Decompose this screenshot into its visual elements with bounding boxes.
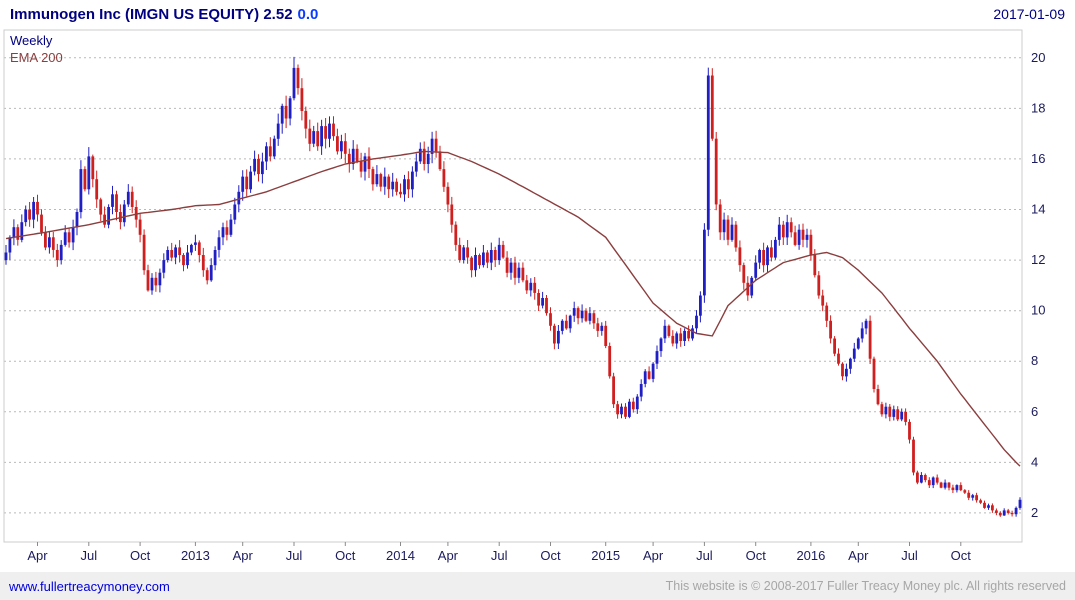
page-title: Immunogen Inc (IMGN US EQUITY) 2.52 0.0 [10,6,318,23]
legend-timeframe: Weekly [10,33,53,48]
svg-text:Oct: Oct [540,548,561,563]
svg-text:Oct: Oct [746,548,767,563]
svg-text:4: 4 [1031,454,1038,469]
price-chart: 2 4 6 8 10 12 14 16 18 20 Apr Jul Oct 2013 Apr Jul Oct 20… [3,29,1045,563]
svg-text:Jul: Jul [80,548,97,563]
svg-text:14: 14 [1031,202,1045,217]
change-value: 0.0 [297,5,319,23]
site-link[interactable]: www.fullertreacymoney.com [9,578,170,594]
svg-text:Apr: Apr [848,548,869,563]
svg-text:2: 2 [1031,505,1038,520]
copyright-text: This website is © 2008-2017 Fuller Treac… [665,579,1066,593]
plot-frame [3,29,1023,543]
svg-text:8: 8 [1031,353,1038,368]
svg-text:20: 20 [1031,50,1045,65]
y-axis-labels: 2 4 6 8 10 12 14 16 18 20 [1031,50,1045,520]
svg-text:2016: 2016 [796,548,825,563]
svg-text:2013: 2013 [181,548,210,563]
svg-text:Apr: Apr [233,548,254,563]
svg-text:Jul: Jul [696,548,713,563]
svg-text:2014: 2014 [386,548,415,563]
svg-text:2015: 2015 [591,548,620,563]
svg-text:Apr: Apr [27,548,48,563]
instrument-title: Immunogen Inc (IMGN US EQUITY) 2.52 [10,5,293,23]
svg-text:12: 12 [1031,252,1045,267]
svg-text:Jul: Jul [286,548,303,563]
svg-text:18: 18 [1031,100,1045,115]
x-axis-labels: Apr Jul Oct 2013 Apr Jul Oct 2014 Apr Jul Oct 2015 A… [27,542,971,563]
ema-200-line [5,150,1021,467]
chart-legend: Weekly EMA 200 [10,32,63,66]
footer-bar: www.fullertreacymoney.com This website i… [0,572,1075,600]
svg-text:Oct: Oct [951,548,972,563]
svg-text:Jul: Jul [901,548,918,563]
svg-text:10: 10 [1031,303,1045,318]
svg-text:16: 16 [1031,151,1045,166]
chart-date: 2017-01-09 [993,6,1065,22]
svg-text:Oct: Oct [335,548,356,563]
chart-header: Immunogen Inc (IMGN US EQUITY) 2.52 0.0 2… [0,0,1075,28]
svg-text:Jul: Jul [491,548,508,563]
svg-text:Oct: Oct [130,548,151,563]
svg-text:Apr: Apr [438,548,459,563]
candlesticks [4,56,1022,517]
svg-text:6: 6 [1031,404,1038,419]
legend-ema-200: EMA 200 [10,50,63,65]
svg-text:Apr: Apr [643,548,664,563]
